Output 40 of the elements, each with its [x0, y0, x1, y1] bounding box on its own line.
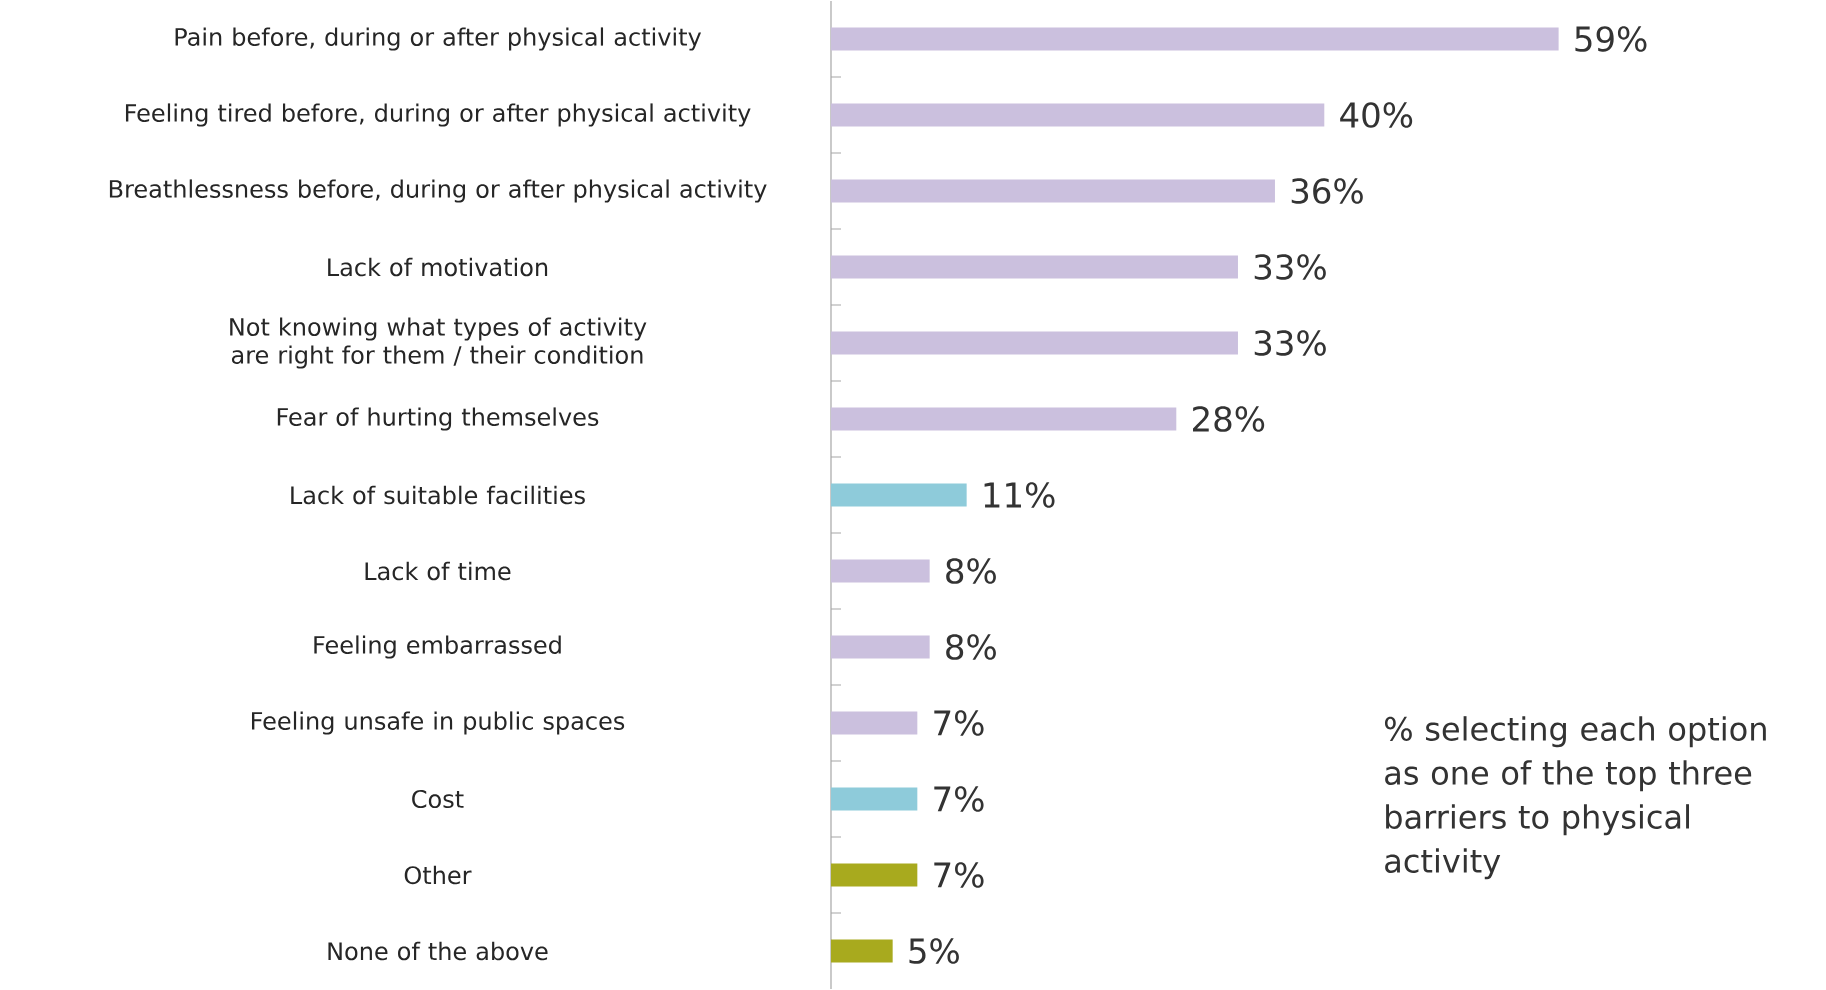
- bar: [831, 103, 1325, 127]
- y-tick-label: Breathlessness before, during or after physical activity: [109, 179, 767, 203]
- y-tick-label: Feeling embarrassed: [314, 635, 561, 659]
- y-tick-label: Other: [404, 865, 472, 885]
- bar: [831, 711, 918, 735]
- bar: [831, 179, 1275, 203]
- data-label: 33%: [1254, 254, 1326, 280]
- y-tick-label: Lack of time: [365, 561, 511, 581]
- y-tick-label: Feeling tired before, during or after physical activity: [125, 103, 751, 127]
- y-tick-label: Feeling unsafe in public spaces: [251, 711, 625, 735]
- data-label: 7%: [934, 710, 984, 736]
- bar: [831, 407, 1177, 431]
- data-label: 8%: [946, 558, 996, 584]
- y-tick-label: Lack of suitable facilities: [291, 485, 585, 505]
- data-label: 7%: [934, 786, 984, 812]
- data-label: 5%: [909, 938, 959, 964]
- bar: [831, 787, 918, 811]
- bar: [831, 939, 893, 963]
- y-tick-label: Cost: [412, 789, 464, 809]
- bar: [831, 255, 1238, 279]
- annotation: % selecting each option as one of the top three barriers to physical activity: [1384, 716, 1766, 880]
- data-label: 36%: [1291, 178, 1363, 204]
- bar: [831, 559, 930, 583]
- bar: [831, 331, 1238, 355]
- data-label: 28%: [1193, 406, 1265, 432]
- bar: [831, 27, 1559, 51]
- bar: [831, 483, 967, 507]
- y-tick-label: Not knowing what types of activity are right for them / their condition: [230, 317, 647, 369]
- data-label: 8%: [946, 634, 996, 660]
- y-tick-label: Lack of motivation: [328, 257, 548, 277]
- y-tick-label: Fear of hurting themselves: [277, 407, 599, 431]
- data-label: 33%: [1254, 330, 1326, 356]
- data-label: 40%: [1340, 102, 1413, 128]
- y-tick-label: None of the above: [328, 941, 548, 961]
- data-label: 11%: [984, 482, 1055, 508]
- y-tick-label: Pain before, during or after physical activity: [175, 27, 702, 51]
- bar: [831, 635, 930, 659]
- bar: [831, 863, 918, 887]
- data-label: 7%: [934, 862, 984, 888]
- data-label: 59%: [1575, 26, 1647, 52]
